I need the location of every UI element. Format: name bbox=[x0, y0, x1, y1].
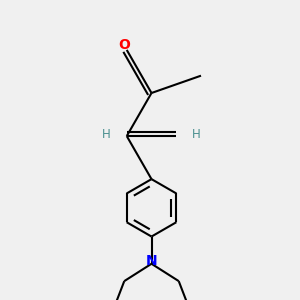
Text: H: H bbox=[102, 128, 111, 141]
Text: H: H bbox=[192, 128, 201, 141]
Text: O: O bbox=[118, 38, 130, 52]
Text: N: N bbox=[146, 254, 157, 268]
